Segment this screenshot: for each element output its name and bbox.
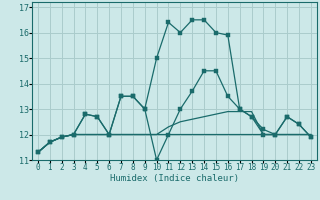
X-axis label: Humidex (Indice chaleur): Humidex (Indice chaleur) [110, 174, 239, 183]
